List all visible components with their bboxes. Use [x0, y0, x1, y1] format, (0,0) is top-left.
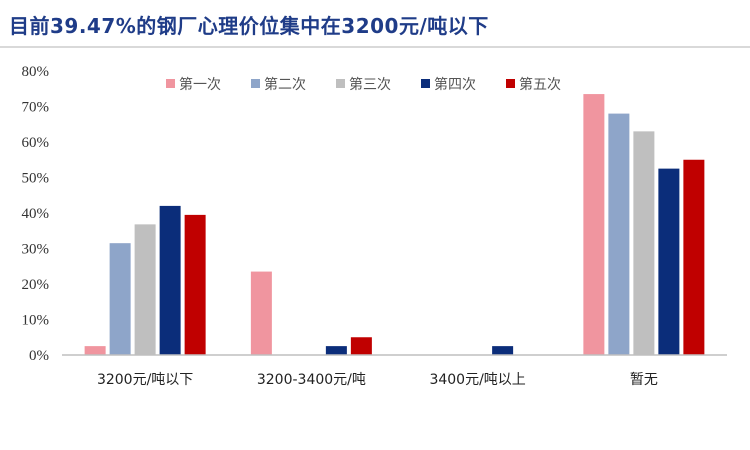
bar [608, 113, 630, 355]
bar [683, 159, 705, 355]
y-tick-label: 10% [22, 313, 50, 329]
bar [492, 346, 514, 355]
bar [134, 224, 156, 355]
x-category-label: 暂无 [630, 372, 658, 388]
y-axis-ticks: 0% 10% 20% 30% 40% 50% 60% 70% 80% [22, 64, 50, 364]
y-tick-label: 0% [29, 348, 49, 364]
y-tick-label: 20% [22, 277, 50, 293]
y-tick-label: 50% [22, 171, 50, 187]
x-category-label: 3200-3400元/吨 [257, 372, 366, 388]
y-tick-label: 30% [22, 242, 50, 258]
y-tick-label: 80% [22, 64, 50, 80]
bar [109, 243, 131, 355]
bar [159, 205, 181, 355]
legend-swatch [506, 79, 515, 88]
legend: 第一次 第二次 第三次 第四次 第五次 [166, 76, 561, 93]
legend-swatch [166, 79, 175, 88]
bars [84, 94, 705, 355]
bar [658, 168, 680, 355]
legend-label: 第四次 [434, 76, 476, 93]
legend-swatch [251, 79, 260, 88]
y-tick-label: 70% [22, 100, 50, 116]
x-axis-labels: 3200元/吨以下 3200-3400元/吨 3400元/吨以上 暂无 [97, 372, 658, 388]
x-category-label: 3400元/吨以上 [429, 372, 525, 388]
legend-label: 第二次 [264, 76, 306, 93]
bar [350, 337, 372, 355]
y-tick-label: 60% [22, 135, 50, 151]
legend-swatch [336, 79, 345, 88]
bar [633, 131, 655, 355]
y-tick-label: 40% [22, 206, 50, 222]
legend-label: 第一次 [179, 76, 221, 93]
bar [184, 214, 206, 355]
title-divider [0, 46, 750, 48]
bar [84, 346, 106, 355]
x-category-label: 3200元/吨以下 [97, 372, 193, 388]
legend-swatch [421, 79, 430, 88]
bar [250, 271, 272, 355]
legend-label: 第五次 [519, 76, 561, 93]
chart-title: 目前39.47%的钢厂心理价位集中在3200元/吨以下 [9, 14, 489, 38]
bar [583, 94, 605, 355]
legend-label: 第三次 [349, 76, 391, 93]
bar [325, 346, 347, 355]
